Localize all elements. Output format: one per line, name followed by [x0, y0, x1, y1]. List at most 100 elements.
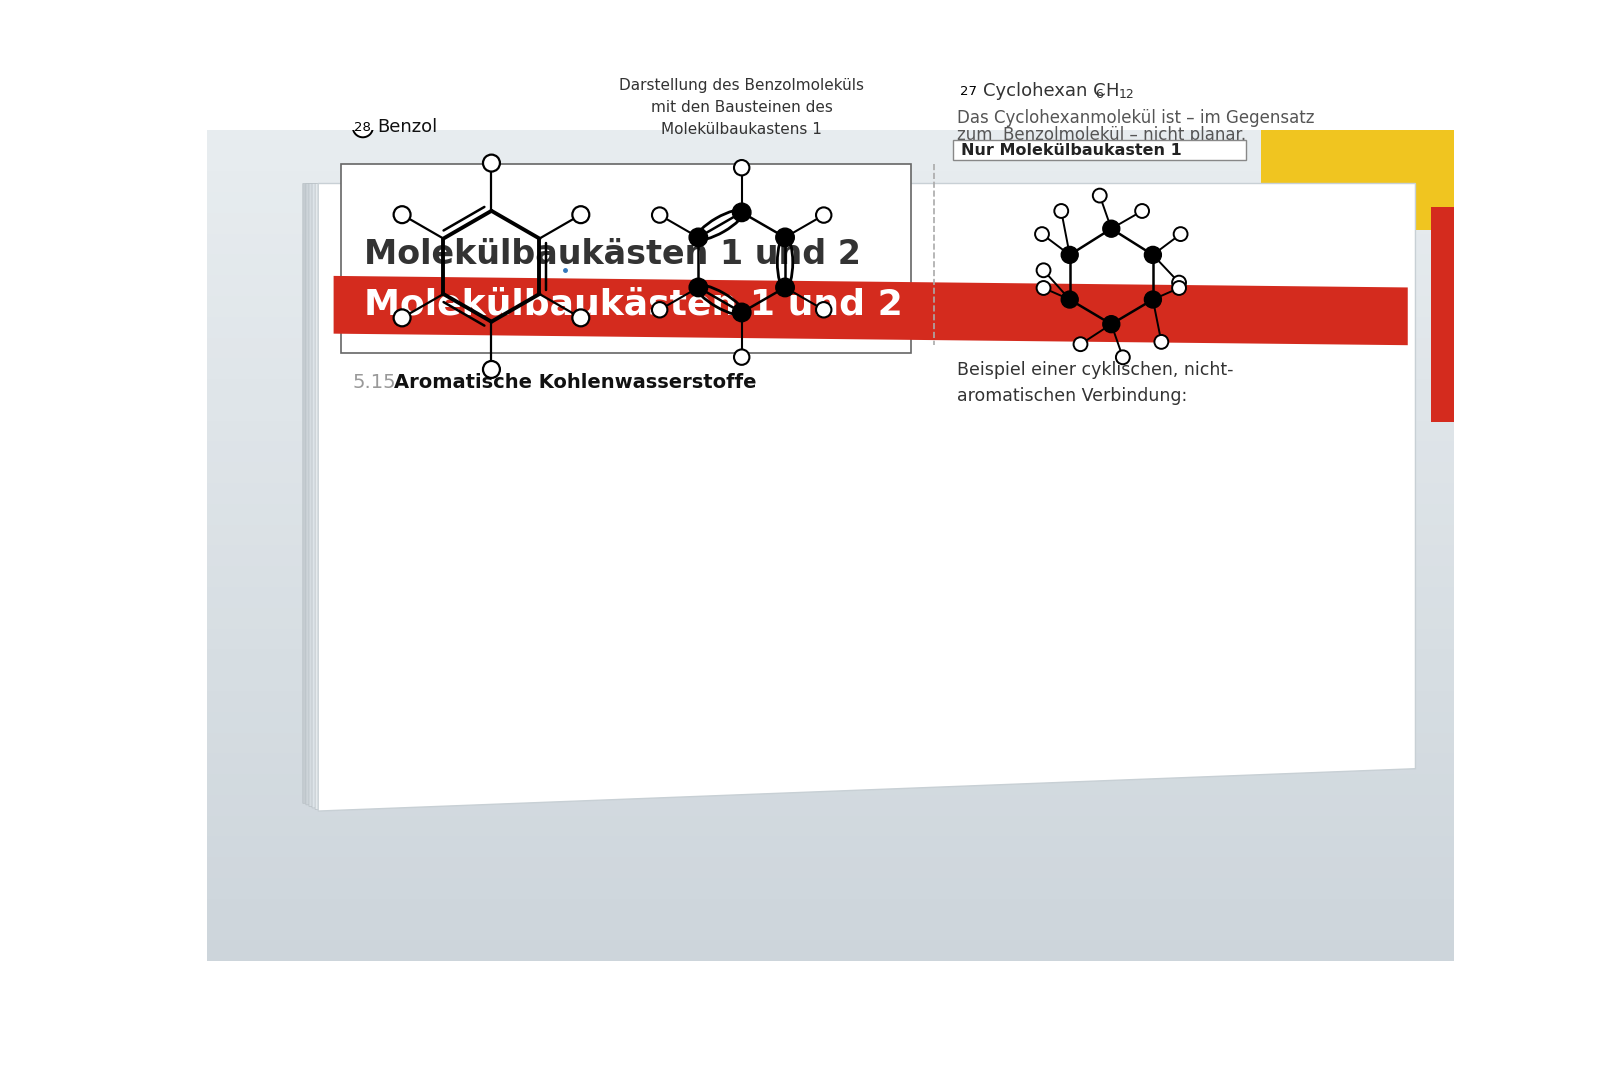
Text: 27: 27	[961, 84, 977, 97]
Text: Nur Molekülbaukasten 1: Nur Molekülbaukasten 1	[961, 143, 1183, 158]
Circle shape	[1173, 227, 1187, 241]
Circle shape	[1035, 227, 1048, 241]
Circle shape	[651, 302, 667, 318]
Polygon shape	[303, 184, 1416, 804]
Text: 12: 12	[1118, 89, 1134, 102]
Bar	[207, 337, 1455, 359]
Circle shape	[1144, 246, 1162, 264]
Circle shape	[1136, 204, 1149, 218]
Circle shape	[572, 309, 590, 326]
Circle shape	[353, 118, 373, 137]
Bar	[207, 711, 1455, 732]
Bar	[207, 420, 1455, 442]
Polygon shape	[334, 275, 1408, 346]
Bar	[207, 586, 1455, 608]
Circle shape	[651, 207, 667, 222]
Circle shape	[1103, 220, 1119, 238]
Bar	[207, 171, 1455, 192]
Circle shape	[1037, 264, 1050, 278]
Circle shape	[1173, 281, 1186, 295]
Text: 5.15: 5.15	[353, 373, 397, 392]
Circle shape	[394, 309, 410, 326]
Text: 28: 28	[355, 121, 371, 134]
Polygon shape	[1262, 130, 1455, 230]
Bar	[207, 212, 1455, 233]
Bar	[207, 607, 1455, 629]
Circle shape	[572, 206, 590, 224]
Circle shape	[732, 303, 752, 322]
Bar	[207, 233, 1455, 255]
Polygon shape	[318, 184, 1416, 811]
Circle shape	[688, 279, 708, 297]
Bar	[207, 690, 1455, 712]
Bar	[1430, 206, 1453, 422]
Bar	[207, 649, 1455, 670]
Bar	[207, 815, 1455, 836]
Bar	[207, 856, 1455, 878]
Circle shape	[816, 302, 831, 318]
Circle shape	[776, 279, 794, 297]
Circle shape	[732, 203, 752, 221]
Bar	[207, 919, 1455, 941]
Circle shape	[1173, 275, 1186, 289]
Circle shape	[1074, 337, 1087, 351]
Circle shape	[688, 228, 708, 246]
Bar	[207, 129, 1455, 150]
Polygon shape	[306, 184, 1416, 805]
Bar	[207, 670, 1455, 691]
Circle shape	[776, 228, 794, 246]
Text: Beispiel einer cyklischen, nicht-
aromatischen Verbindung:: Beispiel einer cyklischen, nicht- aromat…	[957, 361, 1234, 405]
Text: Molekülbaukästen 1 und 2: Molekülbaukästen 1 und 2	[364, 287, 904, 322]
Bar	[207, 524, 1455, 545]
Bar	[207, 461, 1455, 483]
Bar	[207, 732, 1455, 754]
Text: Darstellung des Benzolmoleküls
mit den Bausteinen des
Molekülbaukastens 1: Darstellung des Benzolmoleküls mit den B…	[619, 78, 863, 137]
Text: Benzol: Benzol	[377, 119, 437, 136]
Bar	[207, 254, 1455, 275]
Text: H: H	[1105, 82, 1119, 100]
Text: Das Cyclohexanmolekül ist – im Gegensatz: Das Cyclohexanmolekül ist – im Gegensatz	[957, 109, 1315, 127]
Circle shape	[734, 160, 750, 175]
Text: zum  Benzolmolekül – nicht planar.: zum Benzolmolekül – nicht planar.	[957, 126, 1246, 144]
Bar	[207, 940, 1455, 961]
Circle shape	[1061, 246, 1079, 264]
Bar	[207, 877, 1455, 899]
Circle shape	[1094, 189, 1106, 203]
Text: Aromatische Kohlenwasserstoffe: Aromatische Kohlenwasserstoffe	[394, 373, 757, 392]
Bar	[207, 627, 1455, 649]
Circle shape	[1116, 350, 1129, 364]
Circle shape	[1037, 281, 1050, 295]
Bar	[207, 150, 1455, 171]
Circle shape	[1055, 204, 1068, 218]
FancyBboxPatch shape	[342, 164, 910, 353]
Bar	[207, 503, 1455, 525]
Circle shape	[816, 207, 831, 222]
Circle shape	[959, 81, 978, 102]
Bar	[207, 295, 1455, 316]
Bar	[207, 378, 1455, 400]
Text: Molekülbaukästen 1 und 2: Molekülbaukästen 1 und 2	[364, 238, 862, 271]
Circle shape	[1155, 335, 1168, 349]
Circle shape	[1103, 315, 1119, 333]
Polygon shape	[313, 184, 1416, 808]
Circle shape	[483, 361, 501, 378]
Text: 6: 6	[1095, 89, 1103, 102]
Circle shape	[734, 350, 750, 365]
Circle shape	[1061, 292, 1079, 308]
Polygon shape	[316, 184, 1416, 810]
FancyBboxPatch shape	[954, 140, 1246, 161]
Bar	[207, 544, 1455, 566]
Bar	[207, 400, 1455, 421]
Bar	[207, 566, 1455, 588]
Bar	[207, 773, 1455, 795]
Bar	[207, 316, 1455, 337]
Bar	[207, 794, 1455, 815]
Circle shape	[483, 154, 501, 172]
Bar	[207, 753, 1455, 774]
Bar	[207, 357, 1455, 379]
Circle shape	[394, 206, 410, 224]
Bar	[207, 441, 1455, 462]
Bar	[207, 274, 1455, 296]
Bar	[207, 483, 1455, 503]
Bar	[207, 899, 1455, 920]
